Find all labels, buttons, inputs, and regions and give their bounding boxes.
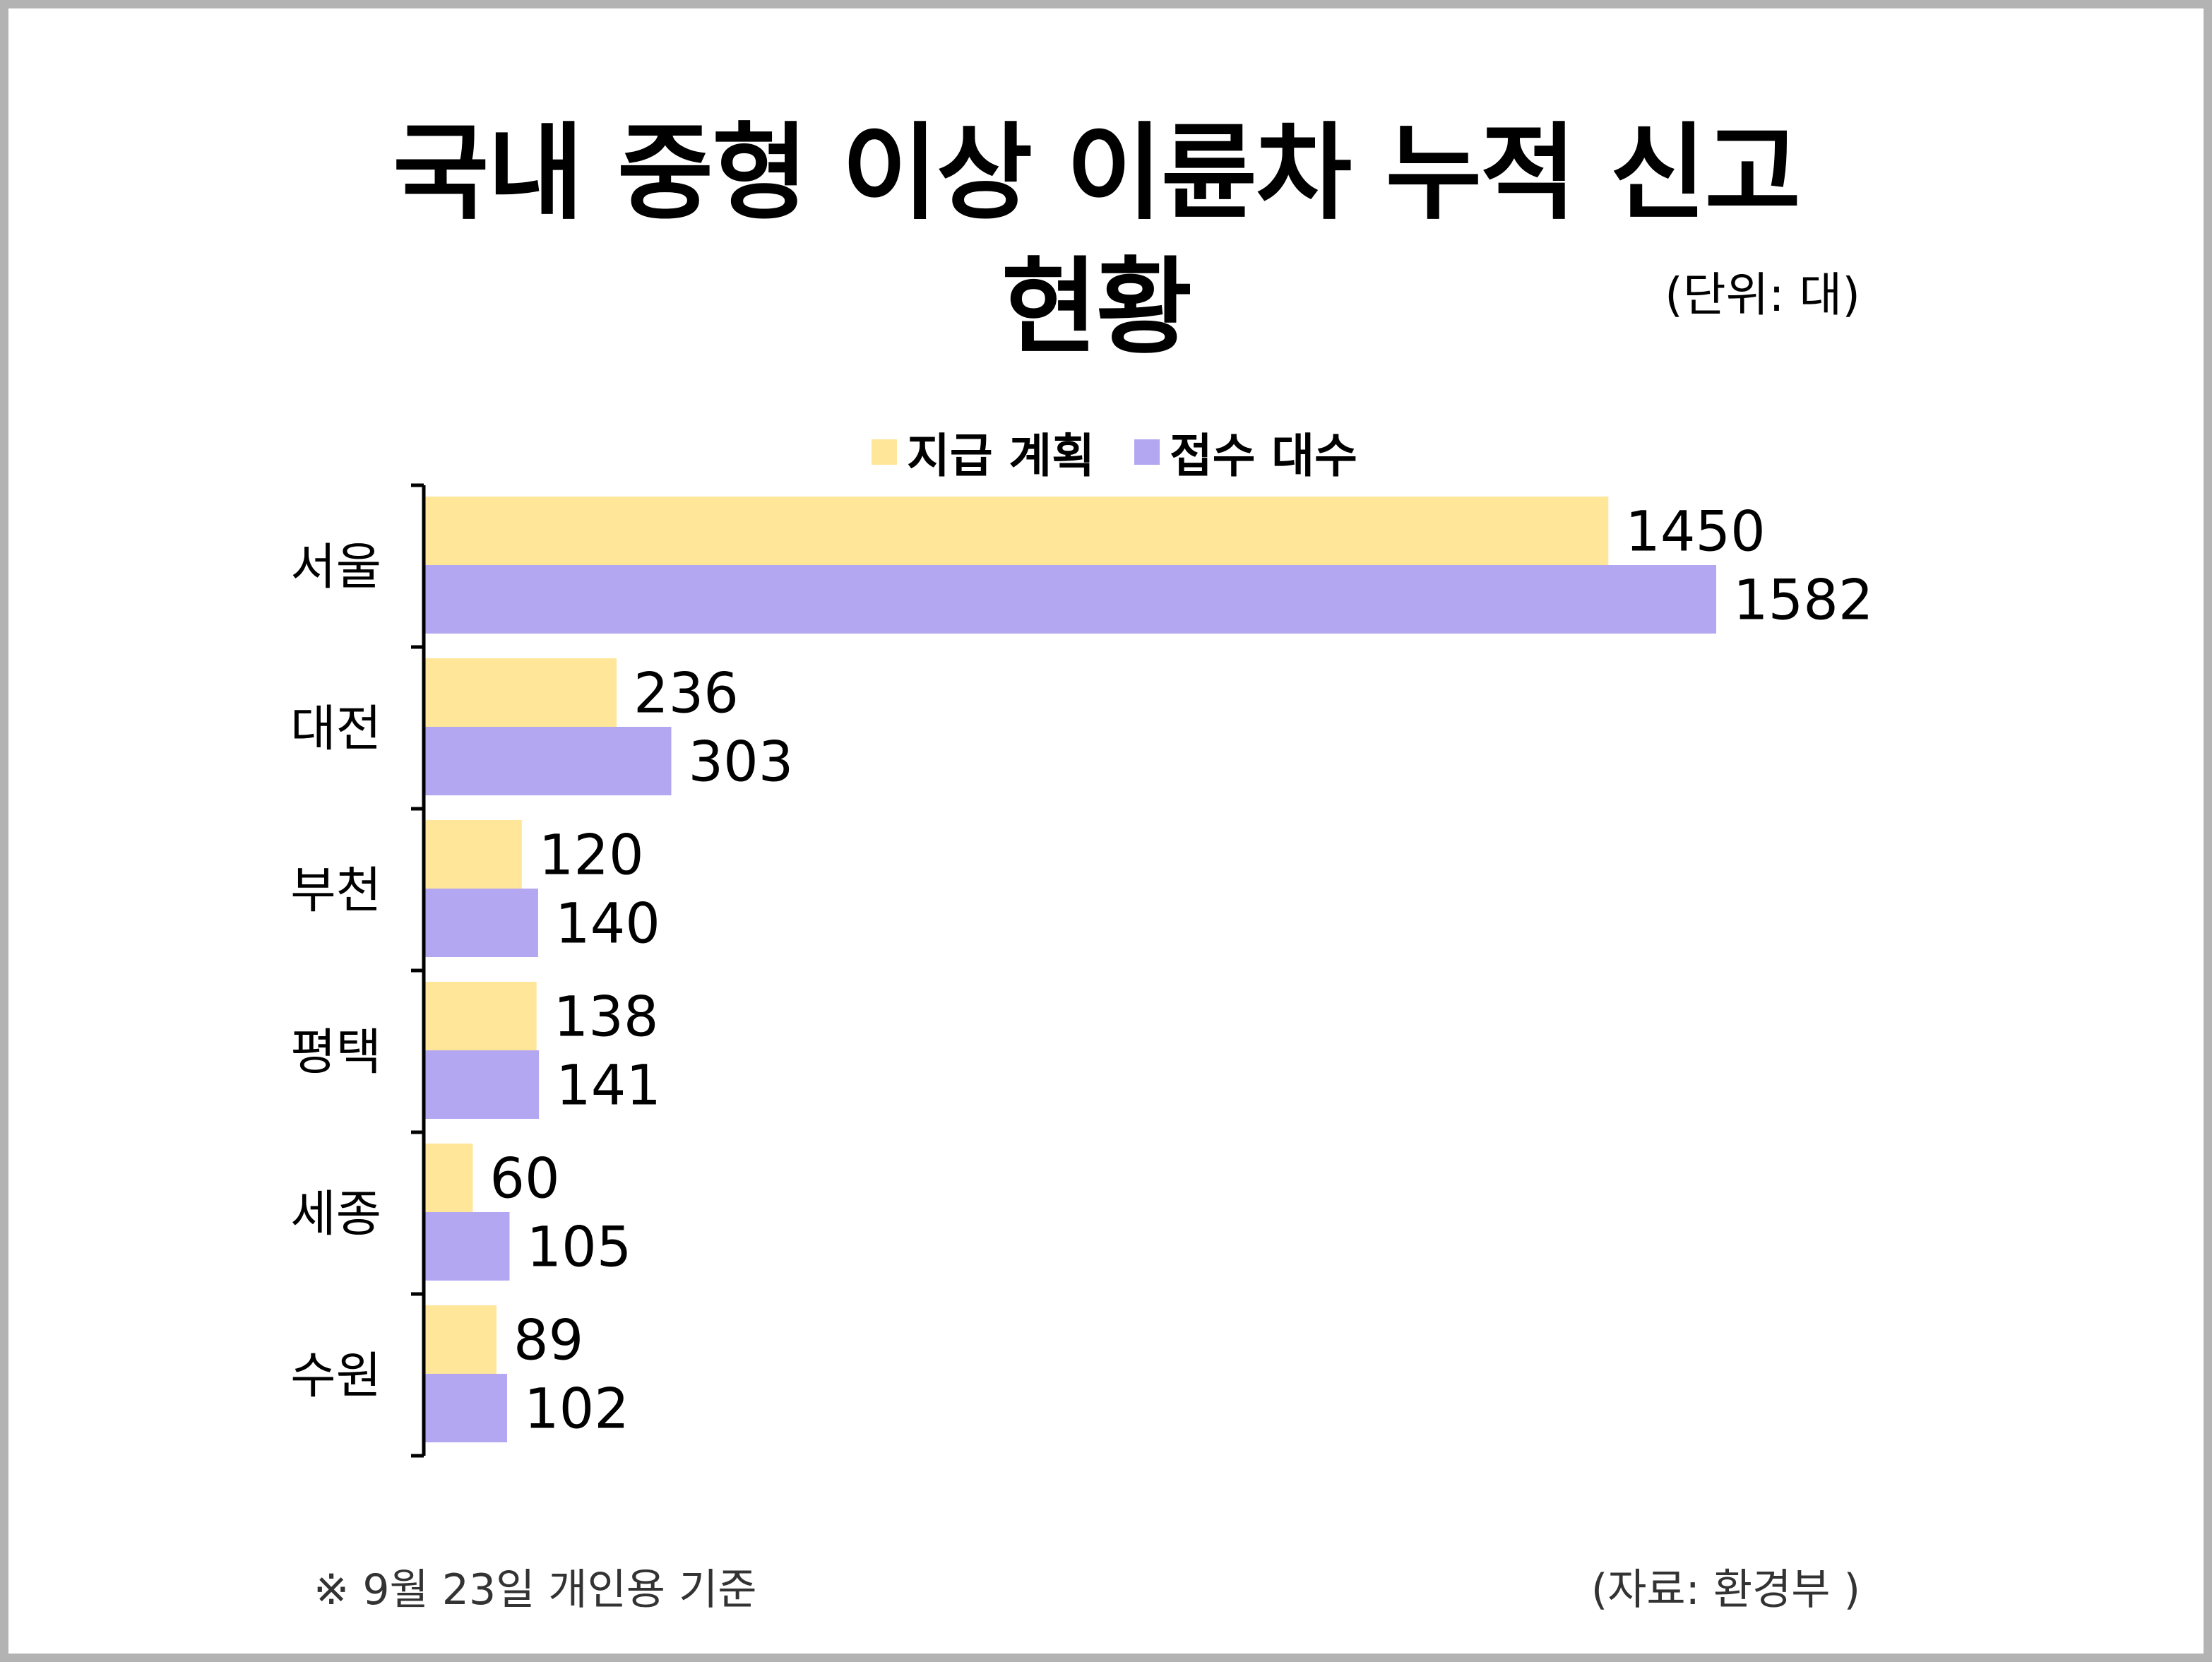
value-label-received-0: 1582 bbox=[1733, 569, 1874, 633]
source-note: (자료: 환경부 ) bbox=[1590, 1565, 1860, 1615]
value-label-plan-1: 236 bbox=[634, 663, 739, 726]
chart-title-line-2: 현황 bbox=[1001, 247, 1192, 368]
legend-swatch-plan bbox=[872, 439, 898, 465]
bar-plan-4 bbox=[424, 1144, 473, 1212]
value-label-plan-3: 138 bbox=[554, 986, 659, 1050]
legend-swatch-received bbox=[1134, 439, 1160, 465]
value-label-plan-5: 89 bbox=[513, 1310, 583, 1373]
footnote: ※ 9월 23일 개인용 기준 bbox=[314, 1565, 757, 1615]
category-label-3: 평택 bbox=[290, 1023, 381, 1081]
chart-title-line-1: 국내 중형 이상 이륜차 누적 신고 bbox=[393, 112, 1801, 234]
bar-received-5 bbox=[424, 1374, 507, 1442]
bar-plan-0 bbox=[424, 497, 1609, 565]
value-label-received-3: 141 bbox=[556, 1055, 661, 1118]
bar-plan-3 bbox=[424, 982, 537, 1050]
bar-received-2 bbox=[424, 889, 538, 957]
bar-received-0 bbox=[424, 565, 1716, 634]
bar-received-1 bbox=[424, 727, 672, 795]
category-label-4: 세종 bbox=[290, 1185, 381, 1243]
chart-title: 국내 중형 이상 이륜차 누적 신고 현황 bbox=[8, 106, 2184, 374]
bar-plan-5 bbox=[424, 1305, 496, 1374]
value-label-plan-2: 120 bbox=[539, 824, 644, 888]
bar-plan-2 bbox=[424, 820, 522, 889]
unit-note: (단위: 대) bbox=[1665, 268, 1860, 322]
value-label-plan-0: 1450 bbox=[1625, 501, 1766, 564]
legend-label-received: 접수 대수 bbox=[1170, 429, 1357, 483]
chart-legend: 지급 계획 접수 대수 bbox=[8, 418, 2212, 486]
value-label-received-5: 102 bbox=[524, 1378, 629, 1442]
legend-item-received: 접수 대수 bbox=[1134, 418, 1357, 486]
value-label-received-4: 105 bbox=[526, 1216, 631, 1280]
category-label-2: 부천 bbox=[290, 862, 381, 920]
bar-plan-1 bbox=[424, 658, 617, 727]
category-label-1: 대전 bbox=[290, 700, 381, 758]
bar-received-4 bbox=[424, 1212, 510, 1281]
value-label-plan-4: 60 bbox=[489, 1148, 559, 1211]
bar-chart: 서울14501582대전236303부천120140평택138141세종6010… bbox=[290, 483, 1874, 1458]
legend-label-plan: 지급 계획 bbox=[907, 429, 1095, 483]
value-label-received-1: 303 bbox=[688, 731, 793, 795]
value-label-received-2: 140 bbox=[555, 893, 660, 956]
bar-received-3 bbox=[424, 1050, 540, 1119]
category-label-5: 수원 bbox=[290, 1347, 381, 1405]
legend-item-plan: 지급 계획 bbox=[872, 418, 1095, 486]
category-label-0: 서울 bbox=[290, 538, 381, 596]
